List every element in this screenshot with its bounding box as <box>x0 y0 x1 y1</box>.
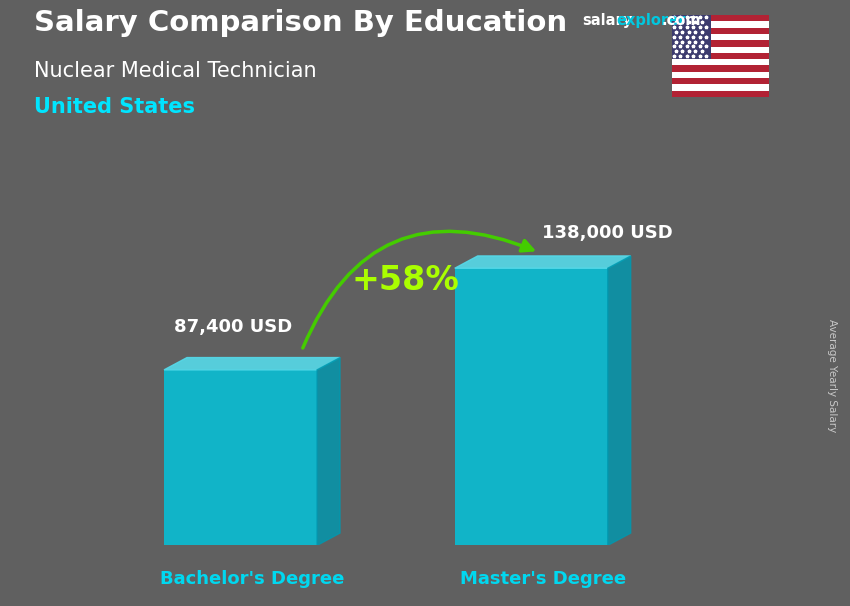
Text: 87,400 USD: 87,400 USD <box>173 319 292 336</box>
Text: United States: United States <box>34 97 195 117</box>
Bar <box>672 53 769 59</box>
Bar <box>672 91 769 97</box>
Polygon shape <box>608 256 631 545</box>
Bar <box>672 15 769 21</box>
Bar <box>672 84 769 91</box>
Bar <box>672 34 769 41</box>
Bar <box>672 65 769 72</box>
Text: explorer: explorer <box>616 13 686 28</box>
Bar <box>672 21 769 28</box>
Text: Salary Comparison By Education: Salary Comparison By Education <box>34 9 567 37</box>
Text: 138,000 USD: 138,000 USD <box>542 224 673 242</box>
Text: +58%: +58% <box>351 264 459 297</box>
Bar <box>672 41 769 47</box>
Polygon shape <box>317 358 340 545</box>
Text: Average Yearly Salary: Average Yearly Salary <box>827 319 837 432</box>
Bar <box>672 72 769 78</box>
Text: Master's Degree: Master's Degree <box>460 570 626 588</box>
Bar <box>672 78 769 84</box>
Bar <box>672 47 769 53</box>
Text: .com: .com <box>661 13 700 28</box>
Text: Bachelor's Degree: Bachelor's Degree <box>160 570 344 588</box>
Text: salary: salary <box>582 13 632 28</box>
Bar <box>455 268 608 545</box>
Bar <box>672 15 711 59</box>
Polygon shape <box>455 256 631 268</box>
Bar <box>672 59 769 65</box>
Bar <box>672 28 769 34</box>
Polygon shape <box>164 358 340 370</box>
Bar <box>164 370 317 545</box>
Text: Nuclear Medical Technician: Nuclear Medical Technician <box>34 61 316 81</box>
